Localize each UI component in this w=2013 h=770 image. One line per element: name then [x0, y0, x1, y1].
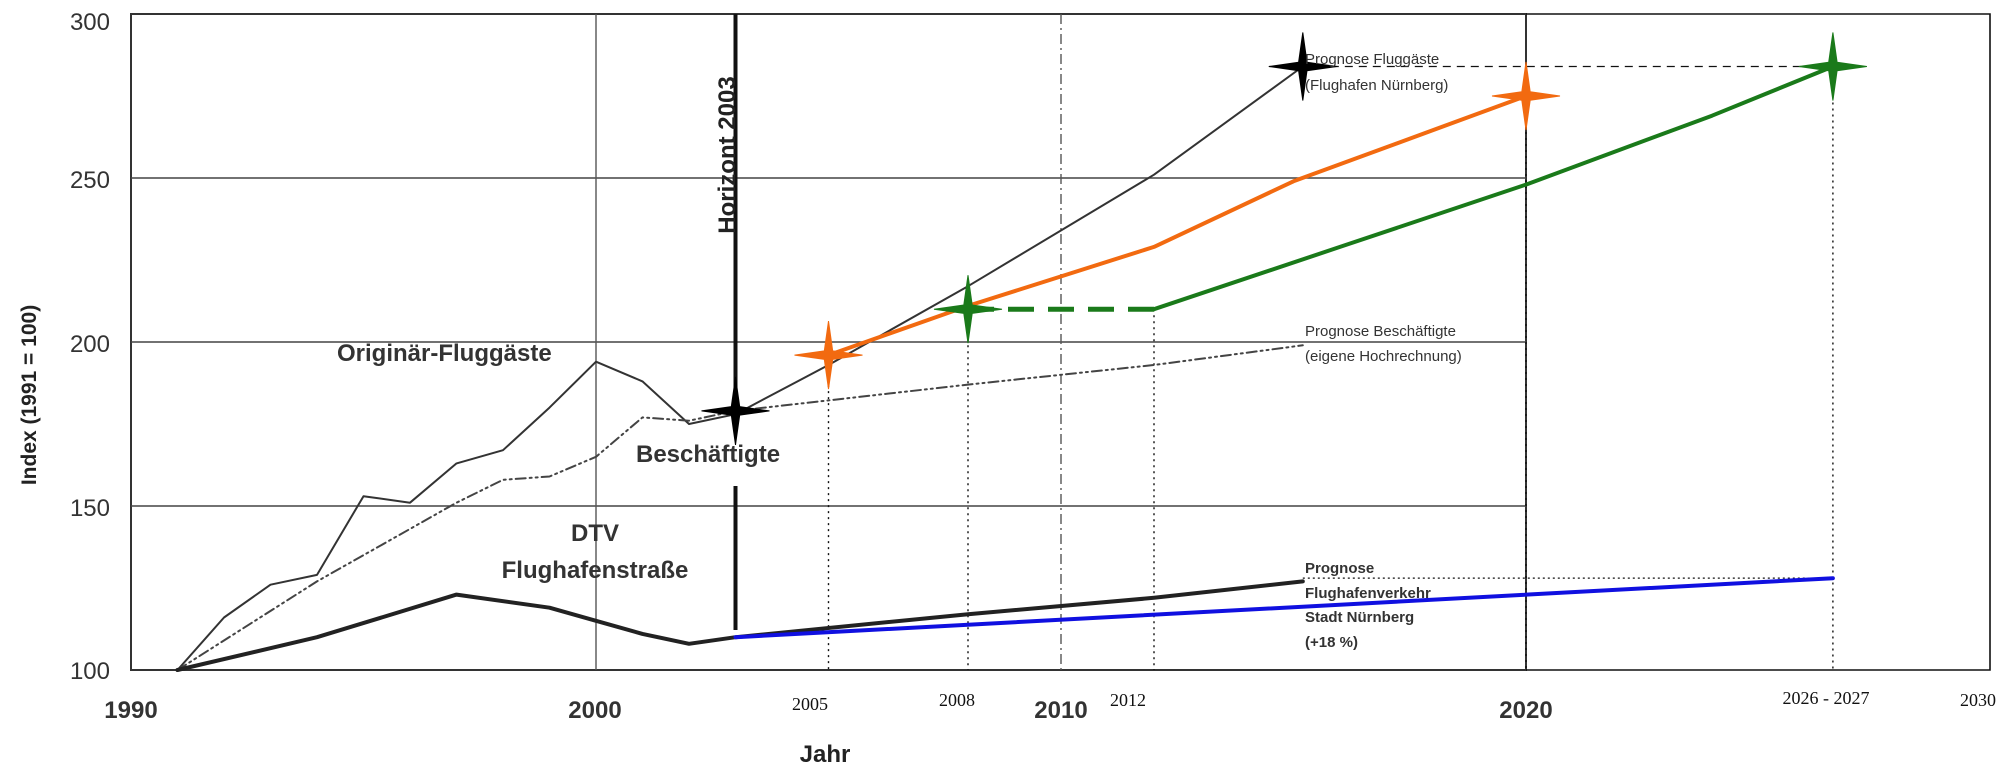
y-tick-label: 250: [70, 167, 110, 194]
extension-frame: [1526, 13, 1991, 671]
star-marker: [1798, 32, 1867, 101]
prognose-beschaeftigte-label: (eigene Hochrechnung): [1305, 348, 1462, 365]
prognose-verkehr-label: Stadt Nürnberg: [1305, 609, 1414, 626]
beschaeftigte-label: Beschäftigte: [636, 441, 780, 468]
prognose-beschaeftigte-label: Prognose Beschäftigte: [1305, 323, 1456, 340]
star-markers: [701, 32, 1867, 445]
x-tick-label: 2005: [792, 694, 828, 714]
x-tick-label: 1990: [104, 697, 157, 724]
y-tick-label: 300: [70, 9, 110, 36]
x-tick-label: 2012: [1110, 690, 1146, 710]
x-tick-label: 2010: [1034, 697, 1087, 724]
y-tick-label: 200: [70, 331, 110, 358]
guide-lines: [733, 14, 1834, 670]
x-tick-label: 2026 - 2027: [1783, 688, 1870, 708]
star-marker: [701, 376, 770, 445]
prognose-verkehr-label: Flughafenverkehr: [1305, 585, 1431, 602]
y-tick-label: 100: [70, 658, 110, 685]
series-line: [826, 94, 1528, 358]
x-tick-label: 2020: [1499, 697, 1552, 724]
series-line: [1152, 64, 1835, 312]
prognose-fluggaeste-label: Prognose Fluggäste: [1305, 51, 1439, 68]
prognose-fluggaeste-label: (Flughafen Nürnberg): [1305, 77, 1448, 94]
y-axis-title: Index (1991 = 100): [18, 305, 41, 485]
horizont-label: Horizont 2003: [714, 76, 741, 233]
y-tick-label: 150: [70, 495, 110, 522]
star-marker: [933, 275, 1003, 344]
star-marker: [1268, 32, 1337, 101]
series-line: [175, 579, 1305, 672]
flughafenstrasse-label: Flughafenstraße: [502, 557, 689, 584]
x-tick-label: 2000: [568, 697, 621, 724]
x-tick-label: 2030: [1960, 690, 1996, 710]
series-lines: [175, 64, 1835, 672]
originaer-label: Originär-Fluggäste: [337, 340, 552, 367]
prognose-verkehr-label: (+18 %): [1305, 634, 1358, 651]
x-axis-title: Jahr: [800, 741, 851, 768]
prognose-verkehr-label: Prognose: [1305, 560, 1374, 577]
series-line: [733, 576, 1835, 640]
x-tick-label: 2008: [939, 690, 975, 710]
star-marker: [1491, 61, 1561, 131]
dtv-label: DTV: [571, 520, 619, 547]
series-line: [176, 344, 1304, 671]
star-marker: [794, 321, 863, 390]
